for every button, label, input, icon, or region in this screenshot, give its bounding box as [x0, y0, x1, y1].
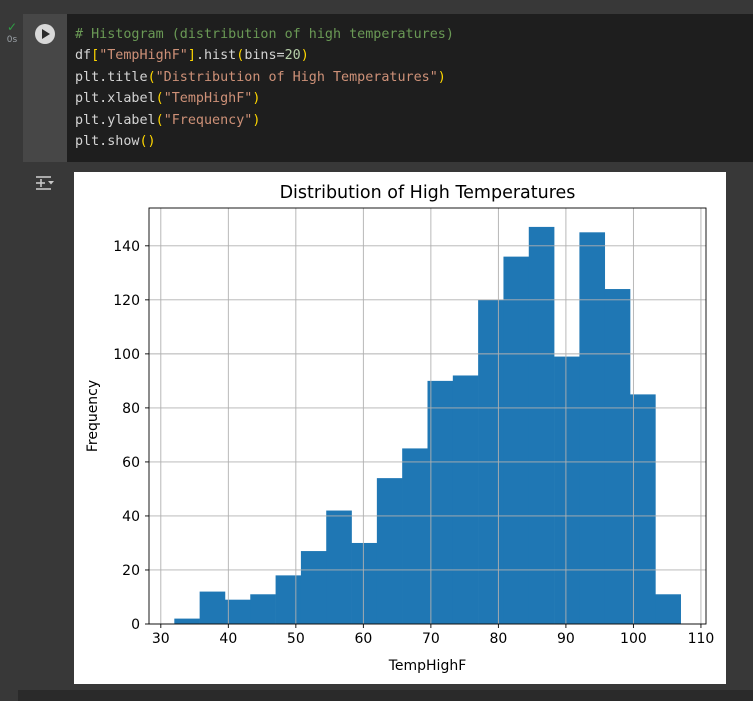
histogram-bar — [174, 618, 200, 624]
x-tick-label: 100 — [620, 631, 647, 647]
y-axis-label: Frequency — [85, 380, 101, 452]
histogram-bar — [224, 599, 251, 624]
code-token: .hist — [195, 48, 237, 64]
x-tick-label: 90 — [557, 631, 575, 647]
y-tick-label: 0 — [131, 617, 140, 633]
x-tick-label: 80 — [489, 631, 507, 647]
code-token: 20 — [284, 48, 301, 64]
histogram-bar — [199, 591, 226, 624]
code-token: plt.title — [75, 69, 148, 85]
x-tick-label: 110 — [688, 631, 715, 647]
x-axis-label: TempHighF — [388, 658, 467, 674]
x-tick-label: 40 — [219, 631, 237, 647]
code-line: df["TempHighF"].hist(bins=20) — [75, 45, 753, 66]
histogram-bar — [326, 510, 352, 624]
output-actions-icon[interactable] — [33, 174, 59, 194]
code-token: bins= — [244, 48, 285, 64]
code-token: "Distribution of High Temperatures" — [155, 69, 438, 85]
x-tick-label: 50 — [287, 631, 305, 647]
histogram-bar — [554, 356, 580, 624]
plot-frame — [148, 207, 707, 625]
histogram-bar — [528, 226, 555, 624]
code-token: () — [139, 133, 156, 149]
code-line: plt.show() — [75, 131, 753, 152]
code-token: # Histogram (distribution of high temper… — [75, 27, 454, 42]
histogram-bar — [630, 394, 656, 624]
code-line: plt.title("Distribution of High Temperat… — [75, 67, 753, 88]
histogram-bar — [452, 375, 479, 624]
y-tick-label: 20 — [122, 563, 140, 579]
code-token: ) — [252, 91, 261, 107]
code-token: ] — [187, 48, 196, 64]
y-tick-label: 140 — [113, 239, 140, 255]
histogram-chart: 30 40 50 60 70 80 90 100 110 0 20 40 60 80 100 120 140 Di… — [85, 183, 715, 674]
histogram-bar — [503, 256, 530, 624]
y-tick-label: 80 — [122, 401, 140, 417]
histogram-bar — [351, 542, 378, 624]
y-tick-label: 60 — [122, 455, 140, 471]
x-tick-label: 70 — [422, 631, 440, 647]
code-token: plt.ylabel — [75, 112, 156, 128]
chart-title: Distribution of High Temperatures — [280, 183, 576, 203]
histogram-figure: 30 40 50 60 70 80 90 100 110 0 20 40 60 80 100 120 140 Di… — [74, 172, 726, 684]
code-token: df — [75, 48, 92, 64]
check-icon: ✓ — [6, 20, 18, 34]
histogram-bar — [604, 289, 631, 624]
cell-footer-bar — [18, 690, 753, 701]
x-tick-label: 30 — [152, 631, 170, 647]
code-token: ) — [300, 48, 309, 64]
code-token: "Frequency" — [163, 112, 253, 128]
code-token: ( — [155, 112, 164, 128]
code-token: "TempHighF" — [163, 91, 253, 107]
histogram-bar — [300, 551, 327, 624]
histogram-bar — [376, 478, 403, 624]
code-line: plt.ylabel("Frequency") — [75, 110, 753, 131]
code-token: ( — [155, 91, 164, 107]
y-tick-label: 100 — [113, 347, 140, 363]
code-line: # Histogram (distribution of high temper… — [75, 24, 753, 45]
histogram-bar — [427, 380, 454, 624]
run-cell-button[interactable] — [23, 14, 67, 162]
code-token: ( — [236, 48, 245, 64]
play-icon[interactable] — [35, 24, 55, 44]
code-line: plt.xlabel("TempHighF") — [75, 88, 753, 109]
y-tick-label: 120 — [113, 293, 140, 309]
histogram-bar — [402, 448, 428, 624]
code-token: [ — [91, 48, 100, 64]
code-token: plt.xlabel — [75, 91, 156, 107]
x-tick-label: 60 — [354, 631, 372, 647]
code-token: ) — [437, 69, 446, 85]
code-editor[interactable]: # Histogram (distribution of high temper… — [67, 14, 753, 162]
y-tick-label: 40 — [122, 509, 140, 525]
histogram-bar — [250, 594, 276, 624]
histogram-bar — [655, 594, 681, 624]
histogram-bar — [275, 575, 302, 624]
code-token: "TempHighF" — [99, 48, 188, 64]
cell-status: ✓ 0s — [2, 20, 22, 45]
code-token: plt.show — [75, 133, 140, 149]
execution-time: 0s — [6, 35, 18, 45]
code-token: ) — [252, 112, 261, 128]
histogram-bar — [579, 232, 606, 624]
code-token: ( — [147, 69, 156, 85]
